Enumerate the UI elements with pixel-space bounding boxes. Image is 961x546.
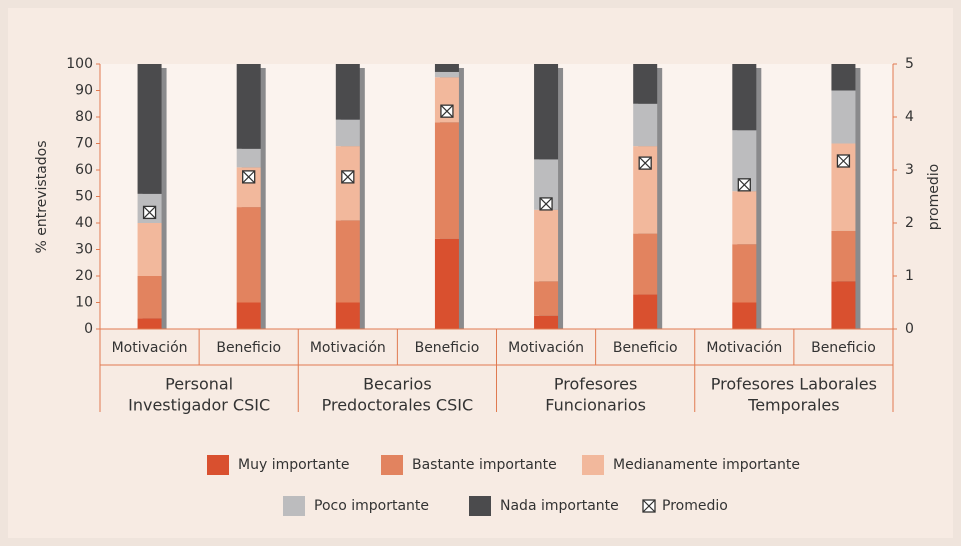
- bar-segment: [534, 281, 559, 316]
- group-label: Profesores: [554, 375, 637, 394]
- y-tick-label: 80: [75, 109, 93, 125]
- bar-segment: [335, 302, 360, 329]
- marker-cross: [642, 499, 656, 513]
- promedio-marker: [737, 178, 751, 192]
- marker-cross: [837, 154, 850, 168]
- promedio-marker: [440, 104, 454, 118]
- legend-label: Bastante importante: [412, 457, 557, 473]
- y2-tick-label: 2: [905, 215, 914, 231]
- bar-segment: [137, 223, 162, 276]
- bar-segment: [236, 148, 261, 168]
- y2-tick-label: 5: [905, 56, 914, 72]
- x-tick-label: Beneficio: [811, 340, 876, 356]
- legend-swatch: [283, 496, 305, 516]
- bar-segment: [534, 64, 559, 160]
- bar-segment: [633, 233, 658, 295]
- bar-segment: [732, 302, 757, 329]
- bar-segment: [633, 64, 658, 104]
- y2-tick-label: 3: [905, 162, 914, 178]
- legend-swatch: [207, 455, 229, 475]
- marker-cross: [143, 205, 156, 219]
- y-tick-label: 10: [75, 295, 93, 311]
- y-tick-label: 0: [84, 321, 93, 337]
- x-tick-label: Beneficio: [216, 340, 281, 356]
- group-label: Funcionarios: [545, 396, 646, 415]
- bar-segment: [137, 276, 162, 319]
- y-tick-label: 90: [75, 83, 93, 99]
- y-tick-label: 20: [75, 268, 93, 284]
- bar-segment: [732, 244, 757, 303]
- bar-segment: [335, 220, 360, 303]
- bar-segment: [831, 230, 856, 282]
- y2-tick-label: 0: [905, 321, 914, 337]
- marker-cross: [440, 104, 454, 118]
- legend-label: Muy importante: [238, 457, 349, 473]
- bar-segment: [831, 64, 856, 91]
- marker-cross: [539, 197, 553, 211]
- promedio-marker: [638, 156, 652, 170]
- promedio-marker: [539, 197, 553, 211]
- bar-segment: [434, 238, 459, 329]
- y-tick-label: 50: [75, 189, 93, 205]
- bar-segment: [434, 71, 459, 78]
- x-tick-label: Motivación: [112, 340, 188, 356]
- marker-cross: [737, 178, 751, 192]
- y2-tick-label: 4: [905, 109, 914, 125]
- legend-swatch: [582, 455, 604, 475]
- y2-axis-label: promedio: [926, 164, 942, 231]
- bar-segment: [236, 64, 261, 149]
- legend-label: Poco importante: [314, 498, 429, 514]
- marker-cross: [341, 170, 355, 184]
- group-label: Investigador CSIC: [128, 396, 270, 415]
- promedio-marker: [242, 170, 256, 184]
- bar-segment: [732, 64, 757, 131]
- y-tick-label: 70: [75, 136, 93, 152]
- y2-tick-label: 1: [905, 268, 914, 284]
- promedio-marker: [836, 154, 851, 168]
- y-tick-label: 40: [75, 215, 93, 231]
- marker-cross: [638, 156, 652, 170]
- group-label: Profesores Laborales: [711, 375, 877, 394]
- legend-swatch: [469, 496, 491, 516]
- y-tick-label: 30: [75, 242, 93, 258]
- legend-marker: [642, 499, 656, 513]
- group-label: Predoctorales CSIC: [322, 396, 474, 415]
- legend-label: Medianamente importante: [613, 457, 800, 473]
- bar-segment: [732, 191, 757, 245]
- bar-segment: [236, 302, 261, 329]
- group-label: Personal: [165, 375, 233, 394]
- bar-segment: [335, 64, 360, 120]
- bar-segment: [236, 207, 261, 303]
- y-tick-label: 60: [75, 162, 93, 178]
- marker-cross: [242, 170, 256, 184]
- x-tick-label: Beneficio: [613, 340, 678, 356]
- x-tick-label: Beneficio: [415, 340, 480, 356]
- bar-segment: [534, 209, 559, 282]
- bar-segment: [831, 281, 856, 329]
- group-label: Temporales: [747, 396, 839, 415]
- bar-segment: [534, 315, 559, 329]
- y-axis-label: % entrevistados: [34, 140, 50, 253]
- legend-label: Promedio: [662, 498, 728, 514]
- group-label: Becarios: [363, 375, 432, 394]
- bar-segment: [633, 294, 658, 329]
- bar-segment: [434, 122, 459, 239]
- x-tick-label: Motivación: [508, 340, 584, 356]
- legend-swatch: [381, 455, 403, 475]
- x-tick-label: Motivación: [706, 340, 782, 356]
- x-tick-label: Motivación: [310, 340, 386, 356]
- legend-label: Nada importante: [500, 498, 619, 514]
- bar-segment: [831, 90, 856, 144]
- bar-segment: [137, 318, 162, 329]
- y-tick-label: 100: [66, 56, 93, 72]
- promedio-marker: [142, 205, 157, 220]
- bar-segment: [335, 119, 360, 147]
- promedio-marker: [341, 170, 355, 184]
- bar-segment: [137, 64, 162, 194]
- bar-segment: [633, 103, 658, 147]
- bar-segment: [434, 64, 459, 72]
- plot-area: [100, 64, 893, 329]
